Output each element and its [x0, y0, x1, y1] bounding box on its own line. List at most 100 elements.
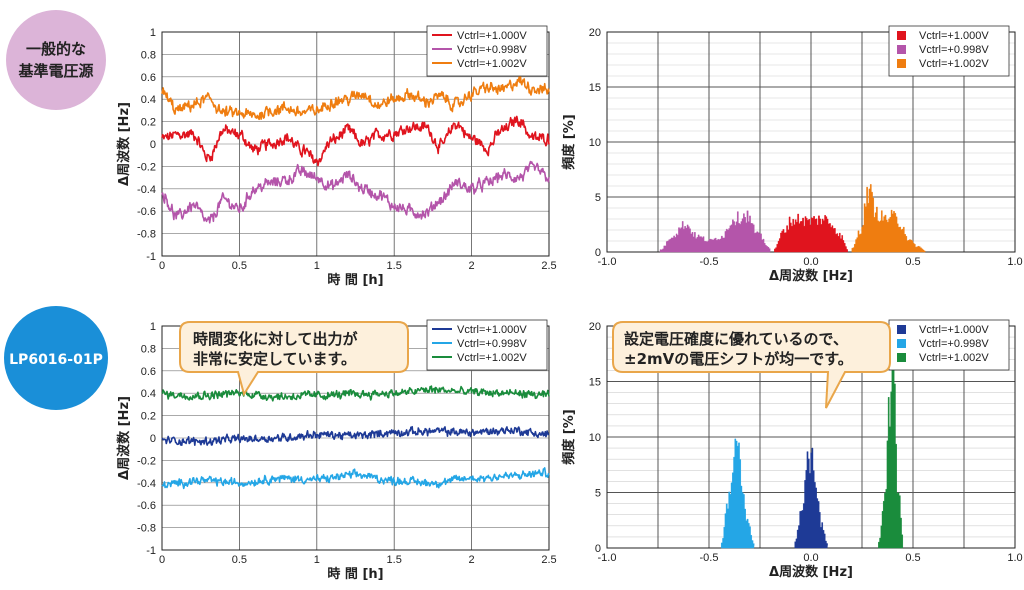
callout-accuracy: 設定電圧確度に優れているので、 ±2mVの電圧シフトが均一です。: [612, 321, 891, 409]
legend-label: Vctrl=+0.998V: [919, 44, 989, 56]
y-tick-label: 0.2: [141, 411, 156, 423]
y-tick-label: 0: [595, 543, 601, 555]
legend: Vctrl=+1.000V Vctrl=+0.998V Vctrl=+1.002V: [888, 25, 1010, 77]
legend: Vctrl=+1.000V Vctrl=+0.998V Vctrl=+1.002V: [426, 319, 548, 371]
x-tick-label: 1: [314, 554, 320, 566]
x-tick-label: -0.5: [700, 552, 719, 564]
y-tick-label: -1: [146, 251, 156, 263]
callout-bubble: [612, 321, 891, 409]
series-line: [161, 467, 550, 490]
y-tick-label: 15: [589, 377, 601, 389]
x-tick-label: 0.0: [803, 552, 818, 564]
legend-label: Vctrl=+1.000V: [457, 324, 527, 336]
x-axis-title: Δ周波数 [Hz]: [769, 564, 853, 580]
y-tick-label: 0.2: [141, 117, 156, 129]
legend: Vctrl=+1.000V Vctrl=+0.998V Vctrl=+1.002V: [888, 319, 1010, 371]
x-tick-label: 2.5: [541, 260, 556, 272]
legend-label: Vctrl=+0.998V: [919, 338, 989, 350]
x-tick-label: 0.5: [905, 552, 920, 564]
x-tick-label: -1.0: [598, 256, 617, 268]
y-tick-label: 0: [595, 247, 601, 259]
legend-swatch: [897, 31, 906, 40]
legend-label: Vctrl=+1.000V: [919, 30, 989, 42]
legend-label: Vctrl=+1.000V: [457, 30, 527, 42]
series-area: [794, 447, 828, 549]
y-tick-label: 0.4: [141, 388, 156, 400]
x-tick-label: 2: [469, 554, 475, 566]
y-axis-title: 頻度 [%]: [561, 114, 577, 169]
y-tick-label: 5: [595, 488, 601, 500]
y-tick-label: 0.8: [141, 343, 156, 355]
callout-stability: 時間変化に対して出力が 非常に安定しています。: [179, 321, 409, 397]
legend-box: [888, 25, 1010, 77]
badge-generic-reference: 一般的な 基準電圧源: [6, 10, 106, 110]
series-line: [161, 75, 550, 121]
y-tick-label: -0.4: [137, 184, 156, 196]
legend-label: Vctrl=+1.002V: [457, 58, 527, 70]
x-tick-label: 2.5: [541, 554, 556, 566]
legend-swatch: [897, 45, 906, 54]
callout-line-2: ±2mVの電圧シフトが均一です。: [624, 350, 853, 368]
y-tick-label: 1: [150, 321, 156, 333]
legend-box: [426, 25, 548, 77]
y-tick-label: 20: [589, 321, 601, 333]
y-tick-label: 5: [595, 192, 601, 204]
y-axis-title: 頻度 [%]: [561, 409, 577, 464]
badge-line-1: 一般的な: [26, 40, 86, 58]
callout-bubble: [179, 321, 409, 397]
y-axis-title: Δ周波数 [Hz]: [116, 396, 132, 480]
x-tick-label: 0.0: [803, 256, 818, 268]
grid: [607, 32, 1015, 252]
y-tick-label: 1: [150, 27, 156, 39]
series-line: [161, 385, 550, 402]
x-tick-label: 1.0: [1007, 552, 1022, 564]
y-tick-label: 20: [589, 27, 601, 39]
y-tick-label: 10: [589, 137, 601, 149]
x-tick-label: 0: [159, 260, 165, 272]
y-tick-label: 0: [150, 139, 156, 151]
y-tick-label: 0.6: [141, 72, 156, 84]
legend-swatch: [897, 325, 906, 334]
series-area: [774, 213, 848, 253]
chart-histogram-lp6016: -1.0 -0.5 0.0 0.5 1.0 20 15 10 5 0 Δ周波数 [Hz] 頻度 [%]…: [561, 319, 1023, 580]
badge-circle: [4, 306, 108, 410]
y-tick-label: -0.2: [137, 455, 156, 467]
badge-line-1: LP6016-01P: [9, 352, 103, 368]
x-tick-label: 2: [469, 260, 475, 272]
x-tick-label: -1.0: [598, 552, 617, 564]
legend-label: Vctrl=+1.000V: [919, 324, 989, 336]
x-axis-title: 時 間 [h]: [327, 566, 383, 582]
y-tick-label: 10: [589, 432, 601, 444]
y-tick-label: -0.2: [137, 161, 156, 173]
y-tick-label: 15: [589, 82, 601, 94]
legend: Vctrl=+1.000V Vctrl=+0.998V Vctrl=+1.002V: [426, 25, 548, 77]
legend-label: Vctrl=+0.998V: [457, 338, 527, 350]
y-tick-label: -0.6: [137, 206, 156, 218]
badge-circle: [6, 10, 106, 110]
x-tick-label: 0.5: [905, 256, 920, 268]
legend-swatch: [897, 339, 906, 348]
series-line: [161, 425, 550, 446]
legend-box: [888, 319, 1010, 371]
series-line: [161, 160, 550, 224]
series-line: [161, 115, 550, 167]
y-tick-label: 0.4: [141, 94, 156, 106]
legend-label: Vctrl=+1.002V: [919, 352, 989, 364]
x-tick-label: 0.5: [232, 260, 247, 272]
y-axis-title: Δ周波数 [Hz]: [116, 102, 132, 186]
x-tick-label: 0: [159, 554, 165, 566]
x-tick-label: 1.0: [1007, 256, 1022, 268]
y-tick-label: -0.8: [137, 523, 156, 535]
legend-label: Vctrl=+0.998V: [457, 44, 527, 56]
y-tick-label: 0: [150, 433, 156, 445]
series-area: [851, 184, 926, 253]
series-area: [659, 210, 771, 253]
chart-time-generic: 0 0.5 1 1.5 2 2.5 1 0.8 0.6 0.4 0.2 0 -0.2 -0.4 -0.6 -0…: [116, 25, 557, 288]
chart-histogram-generic: -1.0 -0.5 0.0 0.5 1.0 20 15 10 5 0 Δ周波数 [Hz] 頻度 [%]…: [561, 25, 1023, 284]
x-axis-title: 時 間 [h]: [327, 272, 383, 288]
legend-swatch: [897, 353, 906, 362]
badge-line-2: 基準電圧源: [17, 62, 93, 80]
callout-line-1: 設定電圧確度に優れているので、: [624, 330, 848, 348]
callout-line-1: 時間変化に対して出力が: [193, 330, 359, 348]
